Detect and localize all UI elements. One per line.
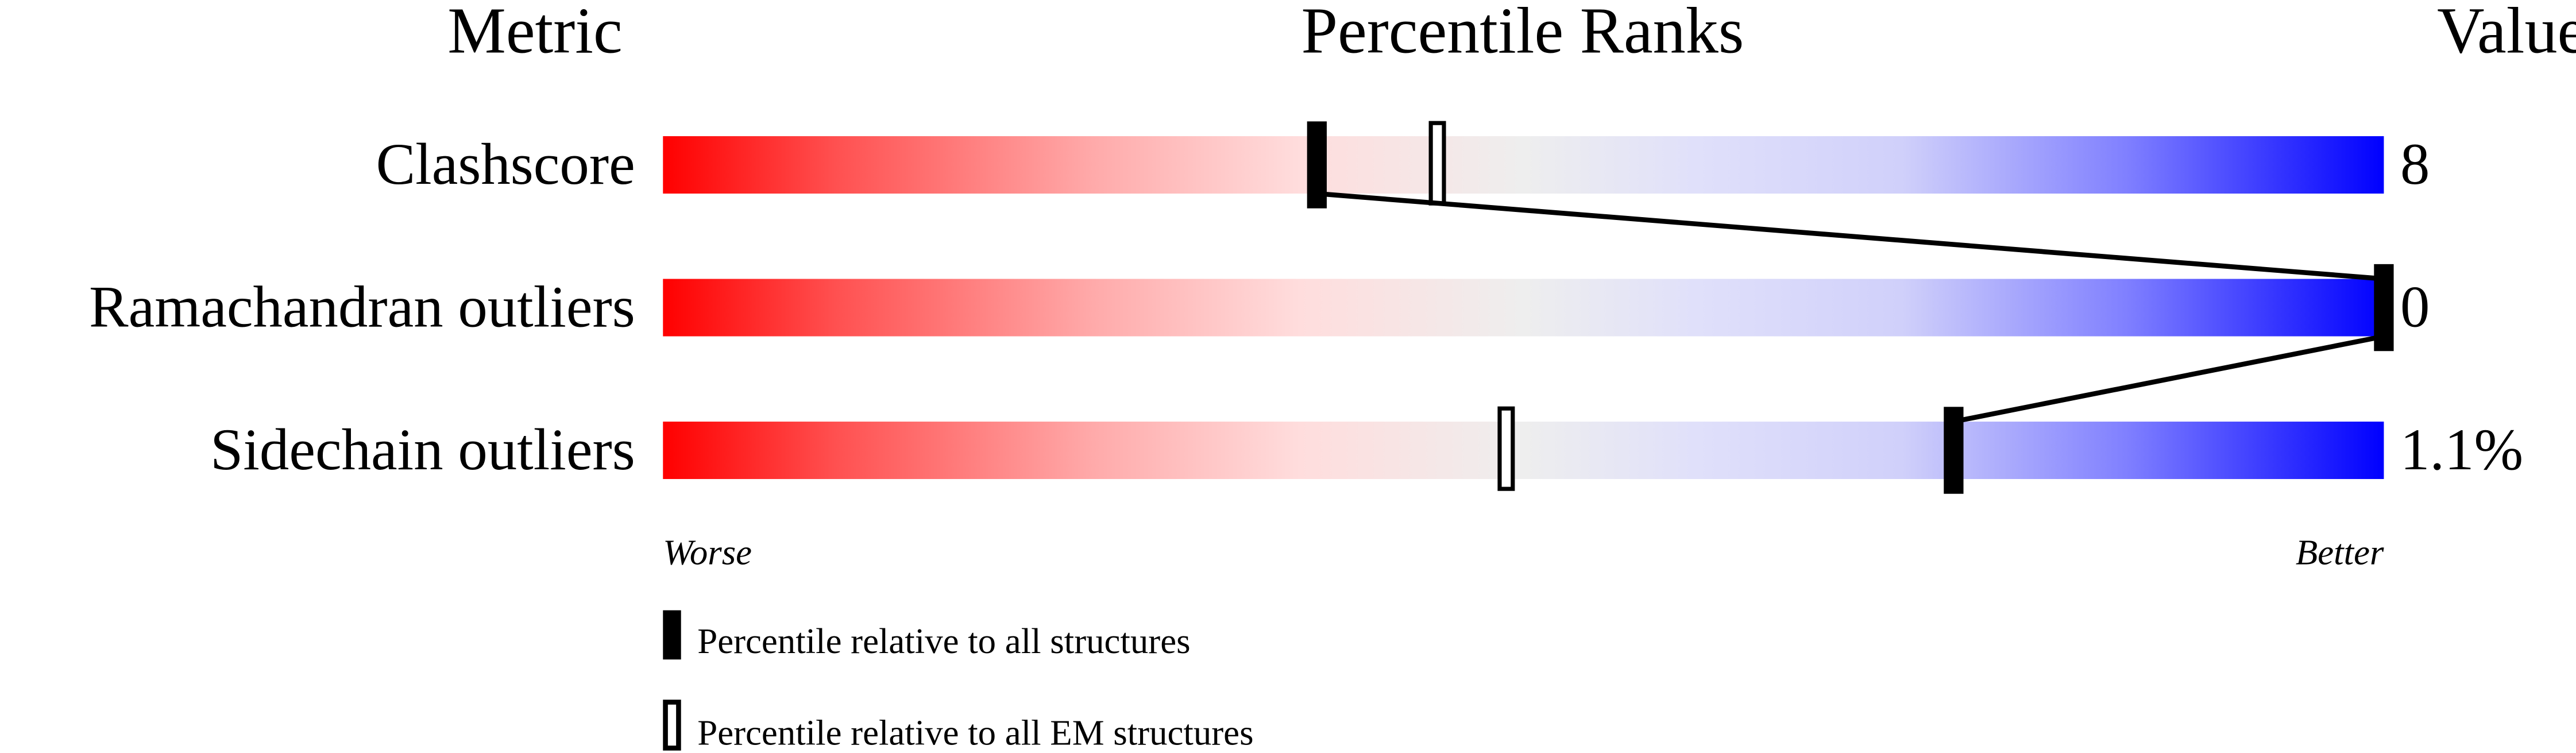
axis-better-label: Better [2296, 532, 2384, 573]
header-percentile-ranks: Percentile Ranks [1301, 0, 1744, 67]
percentile-bar [663, 136, 2384, 194]
header-metric: Metric [447, 0, 622, 67]
metric-label: Clashscore [376, 132, 635, 197]
header-value: Value [2437, 0, 2576, 67]
percentile-bar [663, 279, 2384, 337]
legend-em-label: Percentile relative to all EM structures [697, 713, 1253, 753]
percentile-connector-line [1316, 191, 2384, 281]
metric-label: Ramachandran outliers [89, 274, 635, 339]
percentile-bar [663, 422, 2384, 480]
axis-worse-label: Worse [663, 532, 752, 573]
metric-value: 1.1% [2400, 417, 2523, 482]
metric-value: 0 [2400, 274, 2430, 339]
legend-filled-marker [663, 610, 681, 660]
legend-all-label: Percentile relative to all structures [697, 621, 1190, 661]
em-percentile-marker [1428, 121, 1446, 206]
em-percentile-marker [1497, 406, 1515, 491]
legend-open-marker [663, 700, 681, 751]
metric-label: Sidechain outliers [210, 417, 635, 482]
metric-value: 8 [2400, 132, 2430, 197]
percentile-connector-line [1953, 334, 2385, 424]
